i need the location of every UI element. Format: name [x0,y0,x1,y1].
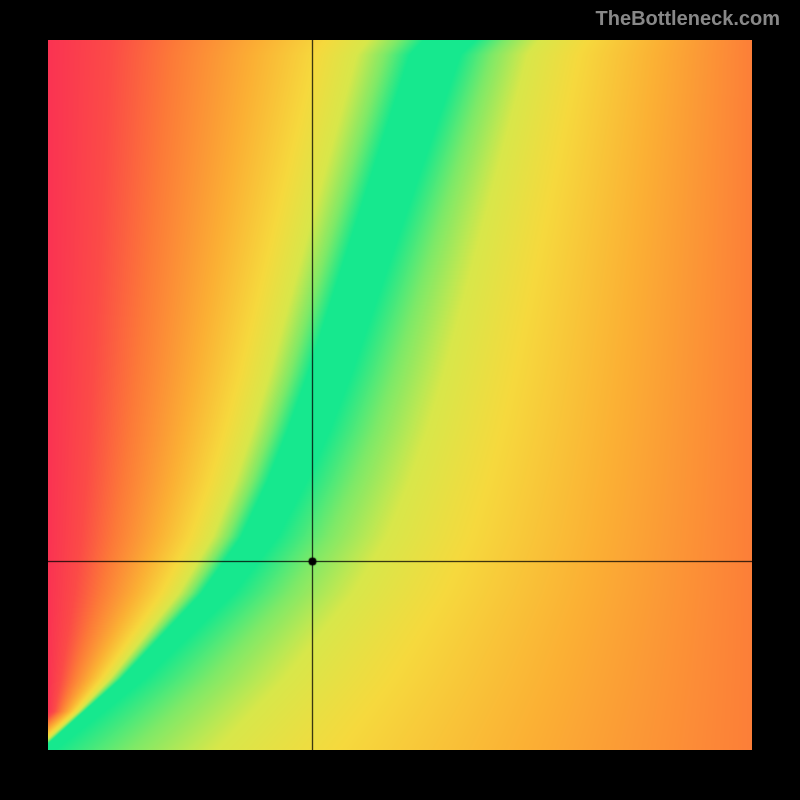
heatmap-plot [48,40,752,750]
watermark-text: TheBottleneck.com [596,8,780,31]
heatmap-canvas [48,40,752,750]
root-container: TheBottleneck.com [0,0,800,800]
